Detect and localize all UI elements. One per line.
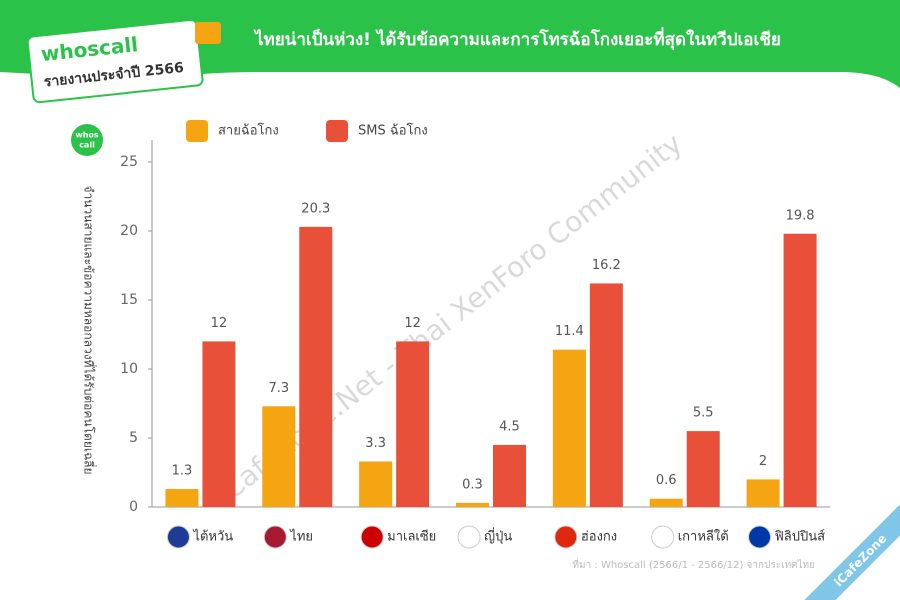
flag [748, 525, 772, 549]
legend-swatch [186, 120, 208, 142]
bar [589, 283, 623, 507]
flag [457, 525, 481, 549]
side-logo-text: whos [75, 131, 99, 140]
legend-swatch [326, 120, 348, 142]
value-label: 19.8 [786, 208, 815, 223]
bar [456, 502, 489, 507]
y-axis-label: จำนวนสายและข้อความหลอกลวงที่ได้รับต่อคนโ… [82, 185, 98, 474]
bar [746, 479, 780, 507]
value-label: 5.5 [693, 406, 714, 421]
flag [166, 525, 190, 549]
y-tick-label: 15 [120, 292, 138, 308]
bar [202, 341, 236, 507]
source: ที่มา : Whoscall (2566/1 - 2566/12) จากป… [572, 557, 815, 571]
x-tick-label: มาเลเซีย [387, 529, 436, 545]
legend-label: SMS ฉ้อโกง [358, 123, 428, 139]
bar [686, 431, 720, 507]
bar [299, 226, 333, 508]
x-tick-label: เกาหลีใต้ [678, 529, 729, 545]
corner-badge: iCafeZone [802, 502, 900, 600]
y-tick-label: 5 [129, 430, 138, 446]
phone-icon [195, 22, 221, 44]
flag [651, 525, 675, 549]
value-label: 0.6 [656, 473, 677, 488]
flag [263, 525, 287, 549]
value-label: 20.3 [301, 201, 330, 216]
bar [359, 461, 393, 507]
x-tick-label: ไต้หวัน [192, 529, 233, 545]
bar [165, 489, 199, 507]
corner-badge-bg [802, 502, 900, 600]
value-label: 2 [759, 454, 767, 469]
y-tick-label: 0 [129, 499, 138, 515]
value-label: 12 [211, 316, 228, 331]
logo-card-bg [26, 18, 204, 104]
x-tick-label: ญี่ปุ่น [484, 528, 512, 545]
y-tick-label: 20 [120, 223, 138, 239]
value-label: 7.3 [268, 381, 289, 396]
logo-card: whoscall รายงานประจำปี 2566 [26, 18, 204, 104]
x-tick-label: ไทย [289, 529, 313, 545]
y-tick-label: 10 [120, 361, 138, 377]
legend-label: สายฉ้อโกง [218, 123, 279, 139]
bar [396, 341, 430, 507]
bar [552, 349, 586, 507]
bar [262, 406, 296, 507]
value-label: 3.3 [365, 436, 386, 451]
bar [783, 233, 817, 507]
value-label: 0.3 [462, 477, 483, 492]
bar [649, 498, 683, 507]
side-logo-bg [71, 124, 103, 156]
y-tick-label: 25 [120, 154, 138, 170]
bar [493, 444, 526, 507]
header-title: ไทยน่าเป็นห่วง! ได้รับข้อความและการโทรฉ้… [253, 27, 781, 50]
value-label: 4.5 [499, 419, 520, 434]
x-tick-label: ฮ่องกง [581, 530, 617, 545]
header-banner [0, 0, 900, 88]
value-label: 12 [404, 316, 421, 331]
flag [360, 525, 384, 549]
x-tick-label: ฟิลิปปินส์ [774, 529, 825, 545]
flag [554, 525, 578, 549]
corner-badge-text: iCafeZone [831, 531, 889, 589]
value-label: 16.2 [592, 258, 621, 273]
value-label: 1.3 [172, 464, 193, 479]
side-logo-text: call [79, 141, 95, 150]
value-label: 11.4 [555, 324, 584, 339]
